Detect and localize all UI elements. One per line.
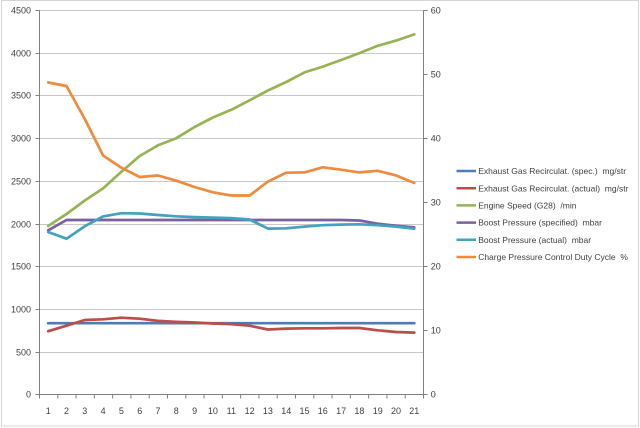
svg-text:18: 18 <box>354 406 364 416</box>
svg-text:9: 9 <box>192 406 197 416</box>
svg-text:3: 3 <box>82 406 87 416</box>
svg-text:10: 10 <box>431 326 441 336</box>
svg-text:1500: 1500 <box>11 262 31 272</box>
svg-text:3000: 3000 <box>11 134 31 144</box>
svg-text:0: 0 <box>431 390 436 400</box>
svg-text:11: 11 <box>227 406 236 416</box>
svg-text:4000: 4000 <box>11 49 31 59</box>
svg-text:Engine Speed (G28) /min: Engine Speed (G28) /min <box>478 201 577 211</box>
svg-text:7: 7 <box>155 406 160 416</box>
svg-text:Exhaust Gas Recirculat. (actua: Exhaust Gas Recirculat. (actual) mg/str <box>478 183 628 193</box>
svg-text:60: 60 <box>431 6 441 16</box>
svg-text:19: 19 <box>373 406 383 416</box>
svg-text:5: 5 <box>119 406 124 416</box>
svg-text:Boost Pressure (specified) mb: Boost Pressure (specified) mbar <box>478 218 602 228</box>
svg-text:20: 20 <box>431 262 441 272</box>
svg-text:1: 1 <box>46 406 51 416</box>
svg-text:6: 6 <box>137 406 142 416</box>
svg-text:10: 10 <box>208 406 218 416</box>
svg-text:16: 16 <box>318 406 328 416</box>
svg-text:50: 50 <box>431 70 441 80</box>
svg-text:14: 14 <box>281 406 291 416</box>
svg-text:17: 17 <box>336 406 346 416</box>
svg-text:30: 30 <box>431 198 441 208</box>
svg-text:2500: 2500 <box>11 177 31 187</box>
svg-text:15: 15 <box>299 406 309 416</box>
svg-text:2: 2 <box>64 406 69 416</box>
svg-text:Exhaust Gas Recirculat. (spec.: Exhaust Gas Recirculat. (spec.) mg/str <box>478 166 626 176</box>
svg-text:20: 20 <box>391 406 401 416</box>
svg-text:4500: 4500 <box>11 6 31 16</box>
svg-text:8: 8 <box>174 406 179 416</box>
svg-text:2000: 2000 <box>11 220 31 230</box>
svg-text:Boost Pressure (actual) mbar: Boost Pressure (actual) mbar <box>478 235 591 245</box>
svg-text:12: 12 <box>245 406 255 416</box>
svg-text:4: 4 <box>101 406 106 416</box>
svg-text:1000: 1000 <box>11 305 31 315</box>
svg-text:0: 0 <box>26 390 31 400</box>
svg-text:21: 21 <box>409 406 419 416</box>
svg-text:13: 13 <box>263 406 273 416</box>
svg-text:3500: 3500 <box>11 91 31 101</box>
svg-text:40: 40 <box>431 134 441 144</box>
svg-text:Charge Pressure Control Duty C: Charge Pressure Control Duty Cycle % <box>478 252 628 262</box>
svg-text:500: 500 <box>16 348 31 358</box>
